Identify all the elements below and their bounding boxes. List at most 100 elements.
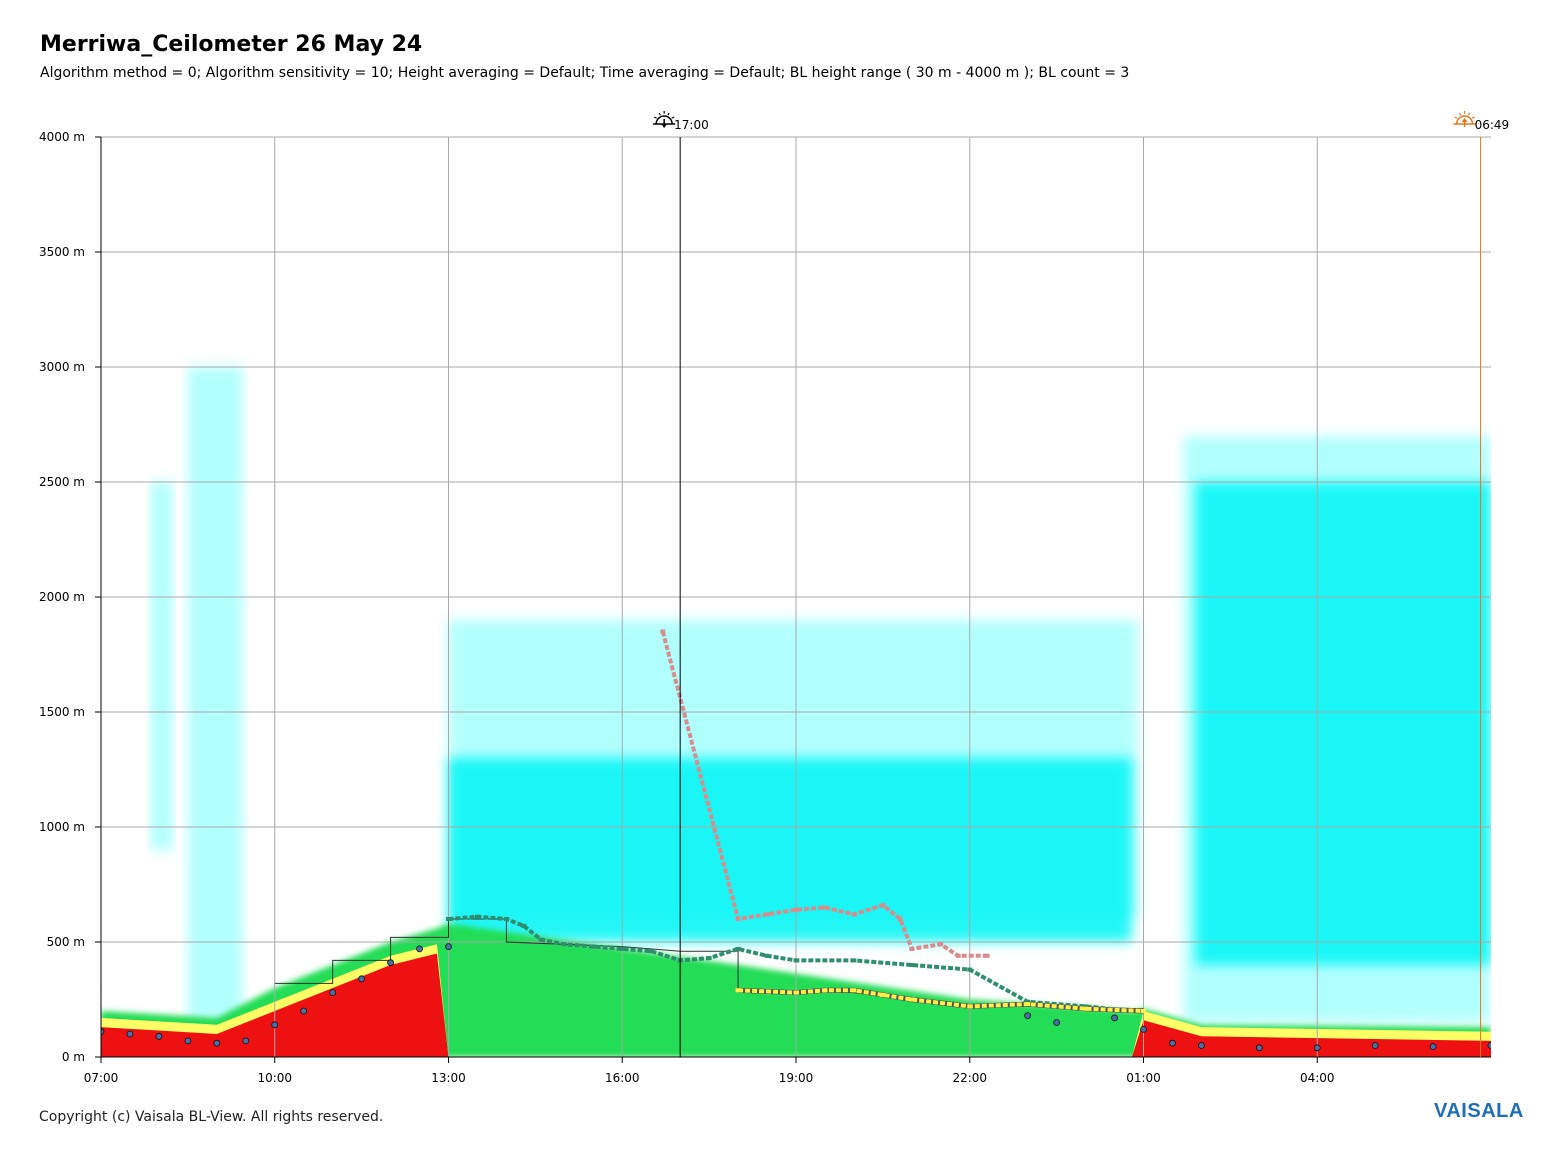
sunset-icon-ray bbox=[653, 116, 657, 119]
backscatter-region bbox=[1195, 482, 1491, 965]
backscatter-region bbox=[448, 758, 1132, 942]
bl-series-teal-dash bbox=[448, 914, 1133, 1013]
x-tick-label: 04:00 bbox=[1300, 1071, 1335, 1085]
x-tick-label: 19:00 bbox=[779, 1071, 814, 1085]
bl-series-mark bbox=[1025, 1002, 1031, 1007]
bl-point-circle bbox=[1111, 1014, 1118, 1022]
sunset-icon-ray bbox=[658, 112, 661, 116]
bl-series-mark bbox=[764, 953, 770, 958]
bl-point-circle bbox=[101, 1028, 105, 1036]
x-tick-label: 22:00 bbox=[952, 1071, 987, 1085]
sunrise-icon-arrowhead bbox=[1461, 118, 1468, 122]
bl-series-mark bbox=[967, 967, 973, 972]
bl-series-mark bbox=[538, 937, 544, 942]
sunset-icon-ray bbox=[671, 116, 675, 119]
bl-series-mark bbox=[909, 963, 915, 967]
bl-series-mark bbox=[590, 944, 596, 949]
bl-point-circle bbox=[445, 943, 452, 950]
copyright-text: Copyright (c) Vaisala BL-View. All right… bbox=[39, 1109, 384, 1125]
page-title: Merriwa_Ceilometer 26 May 24 bbox=[40, 32, 423, 57]
chart-subtitle: Algorithm method = 0; Algorithm sensitiv… bbox=[40, 65, 1130, 81]
backscatter-region bbox=[150, 482, 174, 850]
sunrise-icon-ray bbox=[1471, 116, 1475, 119]
sunset-icon-arrowhead bbox=[661, 124, 668, 128]
sunrise-icon-ray bbox=[1454, 116, 1458, 119]
bl-series-layer bbox=[101, 629, 1491, 1052]
bl-point-circle bbox=[213, 1039, 221, 1047]
bl-point-circle bbox=[271, 1021, 279, 1029]
bl-series-mark bbox=[446, 917, 451, 921]
sunset-time-label: 17:00 bbox=[674, 118, 709, 132]
sunrise-icon-ray bbox=[1467, 112, 1471, 116]
bl-series-pink-dash bbox=[660, 630, 988, 958]
bl-series-mark bbox=[619, 946, 625, 951]
bl-series-mark bbox=[793, 958, 799, 963]
bl-point-circle bbox=[126, 1030, 134, 1038]
bl-point-circle bbox=[1024, 1012, 1032, 1019]
bl-series-yellow-dash bbox=[738, 988, 1144, 1013]
bl-point-circle bbox=[1487, 1042, 1491, 1049]
bl-series-mark bbox=[897, 917, 903, 921]
y-tick-label: 1000 m bbox=[39, 820, 85, 834]
y-tick-label: 2500 m bbox=[39, 475, 85, 489]
bl-series-mark bbox=[735, 988, 741, 993]
y-tick-label: 500 m bbox=[47, 935, 85, 949]
sunset-icon-ray bbox=[667, 112, 670, 116]
bl-point-circle bbox=[1429, 1043, 1437, 1051]
bl-series-mark bbox=[851, 988, 857, 993]
bl-series-mark bbox=[880, 903, 886, 908]
bl-series-mark bbox=[735, 917, 741, 921]
bl-series-mark bbox=[735, 946, 741, 951]
bl-series-mark bbox=[938, 942, 944, 947]
bl-series-mark bbox=[561, 942, 567, 947]
bl-point-circle bbox=[1313, 1044, 1321, 1052]
bl-series-mark bbox=[793, 907, 799, 912]
bl-point-circle bbox=[1198, 1042, 1205, 1049]
bl-series-mark bbox=[706, 956, 712, 961]
sunrise-icon bbox=[1455, 115, 1474, 125]
x-tick-label: 10:00 bbox=[257, 1071, 292, 1085]
axes: 0 m 500 m 1000 m 1500 m 2000 m 2500 m 3000 m 35… bbox=[39, 130, 1491, 1085]
bl-point-circle bbox=[1255, 1044, 1263, 1052]
bl-point-circle bbox=[329, 989, 337, 996]
bl-series-mark bbox=[822, 988, 828, 993]
bl-point-circle bbox=[1371, 1042, 1379, 1049]
y-tick-label: 1500 m bbox=[39, 705, 85, 719]
bl-series-mark bbox=[648, 949, 654, 954]
y-tick-label: 3500 m bbox=[39, 245, 85, 259]
sunrise-icon-ray bbox=[1459, 112, 1462, 116]
bl-series-mark bbox=[474, 914, 480, 919]
y-tick-label: 4000 m bbox=[39, 130, 85, 144]
y-tick-label: 3000 m bbox=[39, 360, 85, 374]
bl-point-circle bbox=[184, 1037, 192, 1045]
sunset-icon bbox=[655, 115, 673, 125]
bl-series-mark bbox=[984, 953, 990, 958]
bl-series-mark bbox=[851, 958, 857, 963]
bl-series-mark bbox=[851, 912, 857, 917]
bl-point-circle bbox=[300, 1007, 308, 1015]
grid-lines bbox=[100, 136, 1491, 1058]
x-tick-label: 01:00 bbox=[1126, 1071, 1161, 1085]
bl-point-circle bbox=[387, 959, 394, 967]
vaisala-logo: VAISALA bbox=[1434, 1100, 1524, 1122]
bl-series-mark bbox=[521, 923, 527, 928]
bl-point-circle bbox=[1140, 1026, 1147, 1033]
bl-series-mark bbox=[909, 946, 915, 951]
bl-point-circle bbox=[416, 945, 423, 953]
x-tick-label: 16:00 bbox=[605, 1071, 640, 1085]
bl-point-circle bbox=[358, 975, 366, 983]
bl-series-mark bbox=[880, 992, 886, 997]
bl-series-mark bbox=[955, 953, 961, 958]
bl-series-mark bbox=[764, 912, 770, 917]
bl-series-mark bbox=[1141, 1009, 1146, 1013]
bl-series-mark bbox=[660, 629, 666, 634]
sunrise-time-label: 06:49 bbox=[1475, 118, 1510, 132]
y-tick-label: 2000 m bbox=[39, 590, 85, 604]
bl-point-circle bbox=[242, 1037, 250, 1045]
bl-series-mark bbox=[909, 997, 915, 1002]
bl-series-mark bbox=[1083, 1006, 1089, 1011]
x-tick-label: 07:00 bbox=[84, 1071, 119, 1085]
y-tick-label: 0 m bbox=[62, 1050, 85, 1064]
bl-series-mark bbox=[967, 1004, 973, 1009]
bl-point-circle bbox=[1053, 1019, 1061, 1026]
